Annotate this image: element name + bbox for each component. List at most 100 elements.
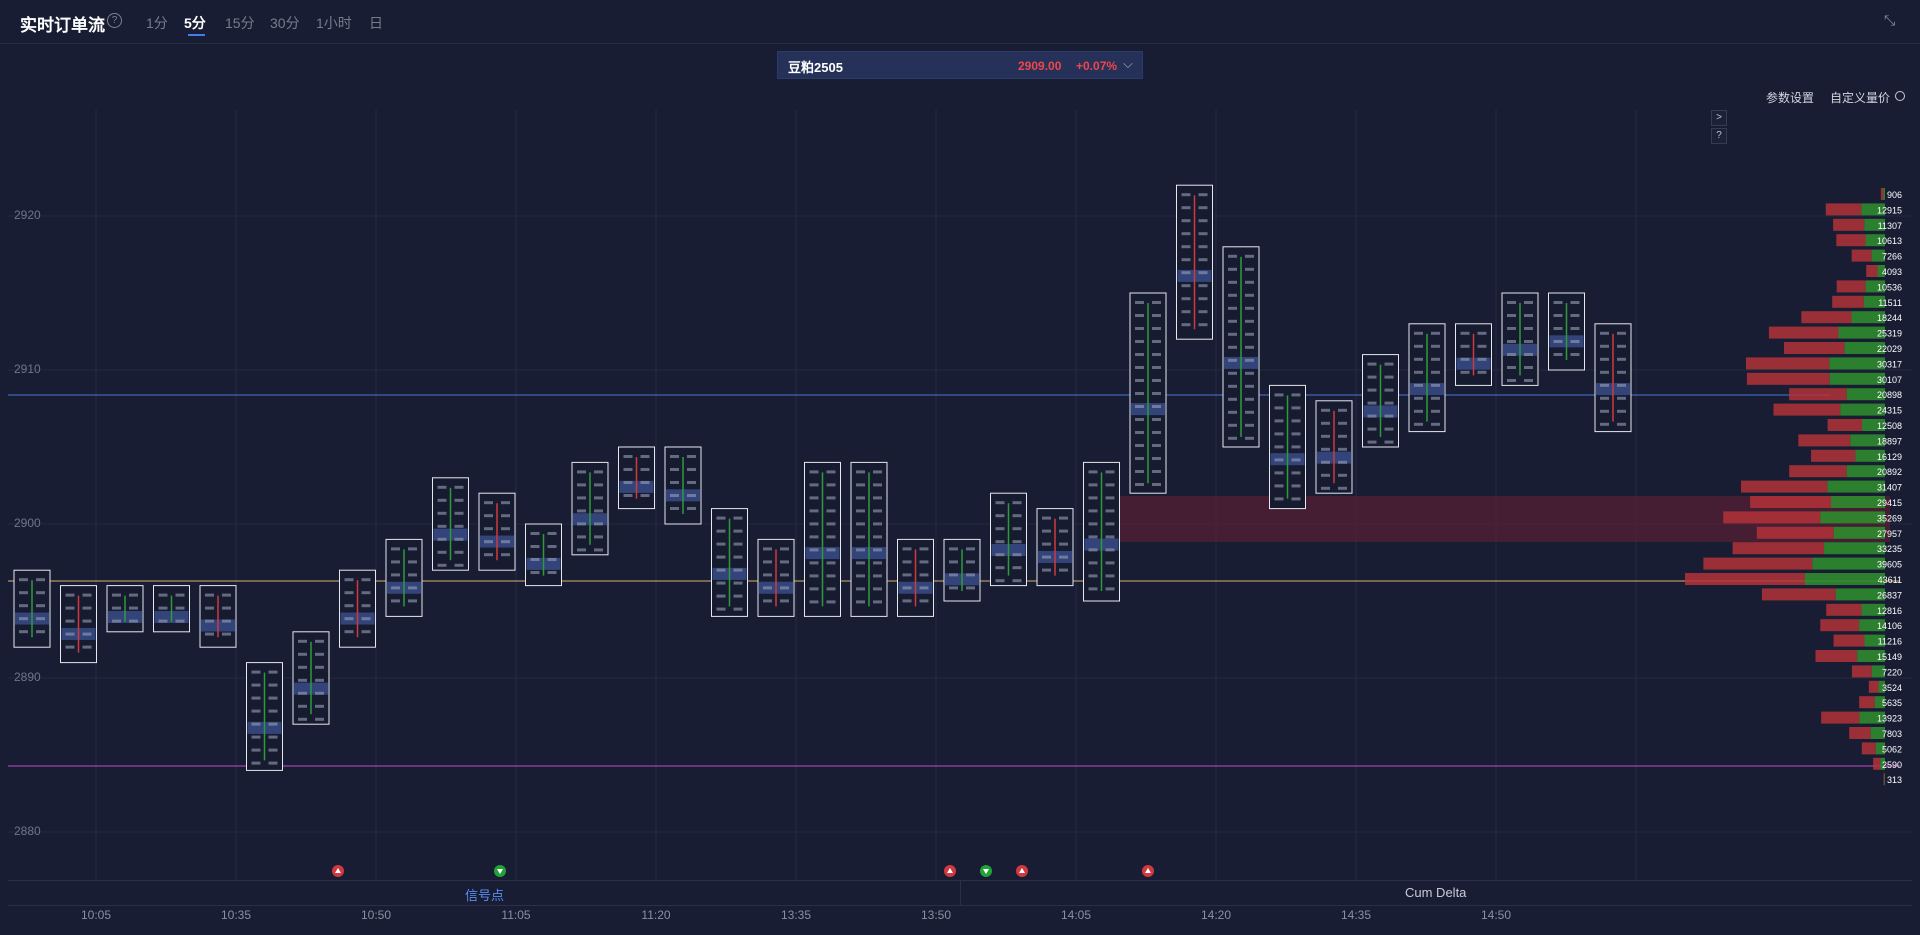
cell-l-24: [1135, 457, 1144, 460]
profile-ask-10: [1783, 342, 1845, 354]
cell-l-2: [112, 593, 121, 597]
timeframe-day[interactable]: 日: [369, 15, 383, 31]
profile-value-13: 20898: [1877, 390, 1902, 400]
cell-l-1: [65, 645, 75, 649]
timeframe-5m[interactable]: 5分: [184, 15, 206, 31]
cell-l-26: [1228, 423, 1237, 427]
timeframe-1m[interactable]: 1分: [146, 15, 168, 31]
cell-l-5: [251, 722, 261, 726]
cell-r-24: [1152, 418, 1161, 421]
cell-l-25: [1181, 232, 1191, 236]
cell-r-25: [1198, 297, 1208, 301]
expand-button[interactable]: >: [1711, 110, 1727, 126]
cell-l-32: [1507, 353, 1516, 356]
cell-r-23: [1105, 470, 1115, 474]
cell-l-5: [251, 761, 261, 765]
cell-l-19: [902, 560, 912, 564]
cell-l-26: [1228, 319, 1237, 323]
legend-signal[interactable]: 信号点: [465, 888, 505, 903]
profile-bid-17: [1855, 449, 1885, 462]
cell-r-6: [315, 704, 324, 708]
cell-r-16: [780, 599, 789, 603]
cell-r-6: [315, 691, 324, 695]
cell-r-4: [222, 632, 231, 636]
cell-l-24: [1135, 483, 1144, 486]
cell-l-24: [1135, 392, 1144, 395]
profile-bid-27: [1861, 603, 1885, 616]
cell-r-26: [1245, 293, 1254, 297]
legend-cum-delta[interactable]: Cum Delta: [1405, 885, 1467, 900]
cell-l-26: [1228, 410, 1237, 414]
cell-l-12: [577, 535, 586, 539]
profile-value-2: 11307: [1878, 221, 1902, 231]
profile-ask-13: [1789, 388, 1847, 401]
x-tick-label: 11:20: [641, 908, 671, 922]
help-button[interactable]: ?: [1711, 128, 1727, 144]
profile-bid-14: [1840, 403, 1885, 416]
cell-l-11: [530, 571, 540, 574]
timeframe-15m[interactable]: 15分: [225, 15, 255, 31]
cell-r-16: [780, 547, 789, 551]
cell-r-6: [315, 652, 324, 656]
cell-l-13: [623, 455, 633, 458]
cell-r-2: [129, 606, 138, 610]
cell-l-30: [1414, 409, 1423, 413]
cell-r-1: [82, 632, 92, 636]
cell-l-22: [1042, 516, 1051, 520]
symbol-name: 豆粕2505: [788, 60, 843, 75]
x-tick-label: 14:20: [1200, 908, 1232, 922]
cell-r-22: [1059, 516, 1068, 520]
profile-bid-35: [1870, 727, 1885, 739]
cell-r-5: [268, 670, 278, 674]
cell-l-34: [1600, 396, 1609, 400]
cell-l-29: [1367, 414, 1377, 418]
cell-r-18: [873, 574, 882, 578]
collapse-icon[interactable]: ⤡: [1884, 12, 1896, 28]
cell-r-12: [594, 522, 603, 526]
y-tick-label: 2890: [14, 670, 41, 684]
settings-button[interactable]: 参数设置: [1766, 91, 1815, 105]
cell-l-27: [1274, 393, 1284, 397]
symbol-selector[interactable]: 豆粕2505 2909.00 +0.07% ⌵: [777, 51, 1143, 79]
cell-l-32: [1507, 314, 1516, 317]
cell-l-5: [251, 670, 261, 674]
cell-l-26: [1228, 267, 1237, 271]
custom-volume-price-button[interactable]: 自定义量价: [1830, 91, 1891, 105]
cell-r-33: [1570, 340, 1580, 343]
cell-l-17: [809, 535, 819, 539]
cell-r-15: [733, 594, 743, 598]
profile-value-14: 24315: [1877, 406, 1902, 416]
cell-l-33: [1553, 301, 1563, 304]
cell-r-34: [1617, 357, 1626, 361]
cell-l-10: [484, 540, 493, 544]
cell-l-24: [1135, 444, 1144, 447]
profile-value-3: 10613: [1877, 236, 1902, 246]
profile-ask-31: [1851, 665, 1872, 678]
profile-ask-25: [1685, 573, 1805, 585]
cell-r-30: [1431, 370, 1440, 374]
cell-r-13: [640, 455, 650, 458]
timeframe-30m[interactable]: 30分: [270, 15, 300, 31]
cell-r-17: [826, 574, 836, 578]
timeframe-1h[interactable]: 1小时: [316, 15, 352, 31]
profile-bid-18: [1846, 465, 1885, 478]
help-icon[interactable]: ?: [107, 13, 122, 28]
cell-r-25: [1198, 284, 1208, 288]
settings-circle-icon[interactable]: [1895, 91, 1905, 101]
profile-bid-36: [1875, 742, 1885, 755]
cell-r-24: [1152, 379, 1161, 382]
cell-l-16: [763, 547, 772, 551]
profile-bid-21: [1820, 511, 1885, 524]
cell-r-0: [36, 591, 45, 595]
cell-r-34: [1617, 409, 1626, 413]
cell-l-34: [1600, 422, 1609, 426]
cell-l-6: [298, 652, 307, 656]
profile-value-23: 33235: [1877, 544, 1902, 554]
cell-r-4: [222, 606, 231, 610]
cell-l-26: [1228, 436, 1237, 440]
cell-r-7: [361, 630, 371, 634]
cell-l-23: [1088, 587, 1098, 591]
y-tick-label: 2900: [14, 516, 41, 530]
profile-bid-24: [1812, 557, 1885, 570]
cell-r-26: [1245, 397, 1254, 401]
